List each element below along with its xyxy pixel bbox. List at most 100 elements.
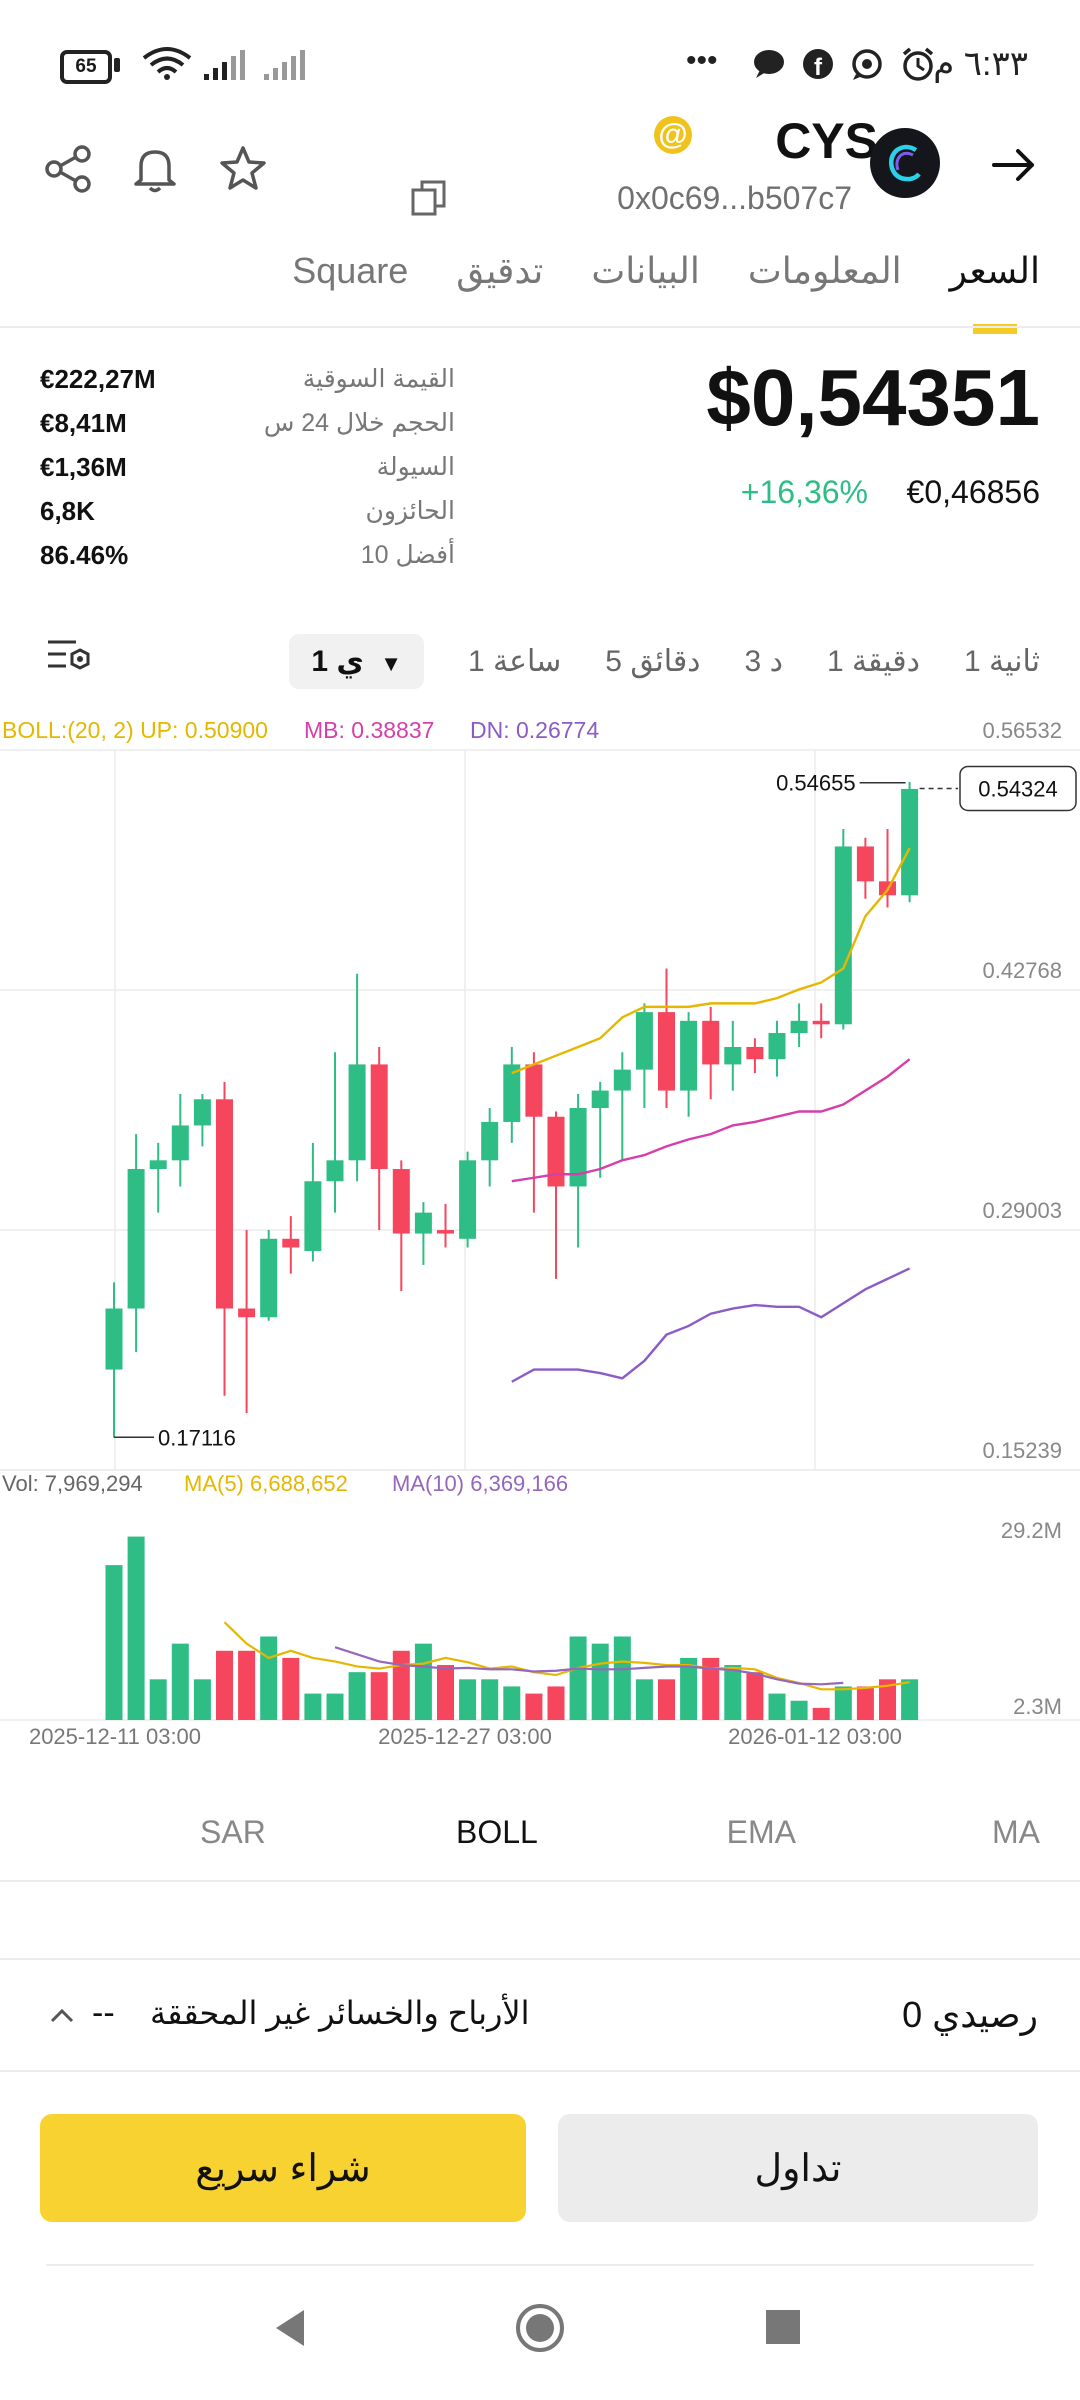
volume-ma-lines: 29.2M 2.3M	[223, 1518, 1062, 1719]
indicator-tab-ema[interactable]: EMA	[726, 1814, 796, 1850]
volume-bar	[856, 1686, 874, 1720]
volume-bar	[260, 1636, 278, 1720]
x-tick-label: 2025-12-27 03:00	[378, 1724, 552, 1749]
candle-body	[856, 846, 874, 882]
stat-label: السيولة	[376, 453, 455, 481]
tab-square[interactable]: Square	[292, 250, 409, 291]
y-tick-label: 0.15239	[982, 1438, 1062, 1463]
at-badge-icon: @	[654, 116, 692, 154]
candle-body	[193, 1099, 211, 1126]
volume-bar	[768, 1693, 786, 1720]
candle-body	[459, 1160, 477, 1239]
indicator-tab-boll[interactable]: BOLL	[456, 1814, 538, 1850]
x-axis-ticks: 2025-12-11 03:00 2025-12-27 03:00 2026-01-…	[29, 1724, 902, 1749]
candle-body	[216, 1099, 233, 1309]
alarm-icon	[902, 47, 934, 81]
stat-label: القيمة السوقية	[302, 365, 455, 393]
bell-icon[interactable]	[128, 142, 182, 196]
quick-buy-button[interactable]: شراء سريع	[40, 2114, 526, 2222]
ma10-legend: MA(10) 6,369,166	[392, 1471, 568, 1496]
candle-body	[171, 1125, 189, 1161]
battery-tip	[114, 58, 120, 72]
balance-panel	[0, 1958, 1080, 2072]
candle-body	[503, 1064, 521, 1122]
candle-body	[680, 1020, 698, 1091]
candle-body	[370, 1064, 388, 1170]
volume-bar	[348, 1672, 366, 1720]
message-icon	[754, 50, 784, 78]
unrealized-pnl-value: --	[92, 1994, 115, 2032]
volume-ma5-line	[223, 1621, 910, 1691]
x-tick-label: 2026-01-12 03:00	[728, 1724, 902, 1749]
volume-bar	[414, 1643, 432, 1720]
volume-bar	[680, 1657, 698, 1720]
interval-1m[interactable]: 1 دقيقة	[826, 645, 920, 678]
star-icon[interactable]	[216, 142, 270, 196]
interval-1h[interactable]: 1 ساعة	[468, 645, 562, 678]
system-nav-bar	[0, 2266, 1080, 2400]
stat-value: 86.46%	[40, 540, 129, 570]
candle-body	[238, 1308, 256, 1318]
indicator-tabs	[0, 1790, 1080, 1882]
indicator-tab-ma[interactable]: MA	[992, 1814, 1040, 1850]
recents-icon[interactable]	[764, 2308, 802, 2346]
interval-dropdown[interactable]: 1 ي ▼	[289, 634, 424, 689]
last-price-label: 0.54324	[978, 776, 1058, 801]
tab-price[interactable]: السعر	[949, 250, 1040, 334]
volume-bar	[326, 1693, 344, 1720]
price-change: +16,36%	[740, 474, 868, 510]
volume-y-tick: 29.2M	[1001, 1518, 1062, 1543]
volume-bar	[812, 1707, 830, 1720]
volume-bar	[790, 1700, 808, 1720]
bollinger-bands	[511, 847, 911, 1383]
low-label: 0.17116	[158, 1425, 236, 1450]
more-notifications-icon: •••	[686, 44, 718, 77]
wifi-icon	[142, 47, 192, 80]
volume-legend: Vol: 7,969,294	[2, 1471, 143, 1496]
volume-bar	[834, 1686, 852, 1720]
copy-icon[interactable]	[410, 178, 448, 218]
tab-data[interactable]: البيانات	[591, 250, 700, 291]
tab-info[interactable]: المعلومات	[747, 250, 902, 291]
tab-audit[interactable]: تدقيق	[456, 250, 544, 291]
volume-bar	[459, 1679, 477, 1720]
signal-icon	[204, 50, 245, 80]
detail-tabs: السعر المعلومات البيانات تدقيق Square	[292, 250, 1040, 334]
indicator-tab-sar[interactable]: SAR	[200, 1814, 266, 1850]
boll-upper-line	[511, 847, 911, 1075]
candle-body	[790, 1020, 808, 1034]
chevron-up-icon[interactable]	[48, 2006, 76, 2026]
stat-row-holders: 6,8K الحائزون	[40, 496, 455, 540]
candle-body	[812, 1020, 830, 1025]
candle-body	[414, 1212, 432, 1234]
back-icon[interactable]	[270, 2306, 310, 2350]
volume-bar	[591, 1643, 609, 1720]
candle-body	[768, 1033, 786, 1060]
interval-5m[interactable]: 5 دقائق	[605, 645, 701, 678]
forward-arrow-icon[interactable]	[988, 140, 1038, 190]
volume-bar	[525, 1693, 543, 1720]
share-icon[interactable]	[42, 142, 96, 196]
stat-value: €1,36M	[40, 452, 127, 482]
battery-icon: 65	[60, 50, 112, 84]
volume-bar	[481, 1679, 499, 1720]
stat-label: الحجم خلال 24 س	[263, 409, 455, 437]
interval-3m[interactable]: 3 د	[744, 645, 783, 678]
boll-lower-line	[511, 1267, 911, 1383]
stat-value: €222,27M	[40, 364, 156, 394]
price-chart[interactable]: BOLL:(20, 2) UP: 0.50900 MB: 0.38837 DN:…	[0, 700, 1080, 1780]
home-icon[interactable]	[514, 2302, 566, 2354]
candle-body	[724, 1046, 742, 1065]
facebook-icon: f	[803, 49, 833, 80]
interval-1s[interactable]: 1 ثانية	[963, 645, 1040, 678]
chart-settings-icon[interactable]	[46, 636, 92, 676]
volume-bar	[724, 1665, 742, 1720]
chart-grid	[0, 749, 1080, 1721]
stat-row-top10: 86.46% أفضل 10	[40, 540, 455, 584]
tabs-divider	[0, 326, 1080, 328]
candle-body	[834, 846, 852, 1025]
trade-button[interactable]: تداول	[558, 2114, 1038, 2222]
volume-bar	[746, 1672, 764, 1720]
volume-bar	[569, 1636, 587, 1720]
candle-body	[437, 1230, 454, 1234]
